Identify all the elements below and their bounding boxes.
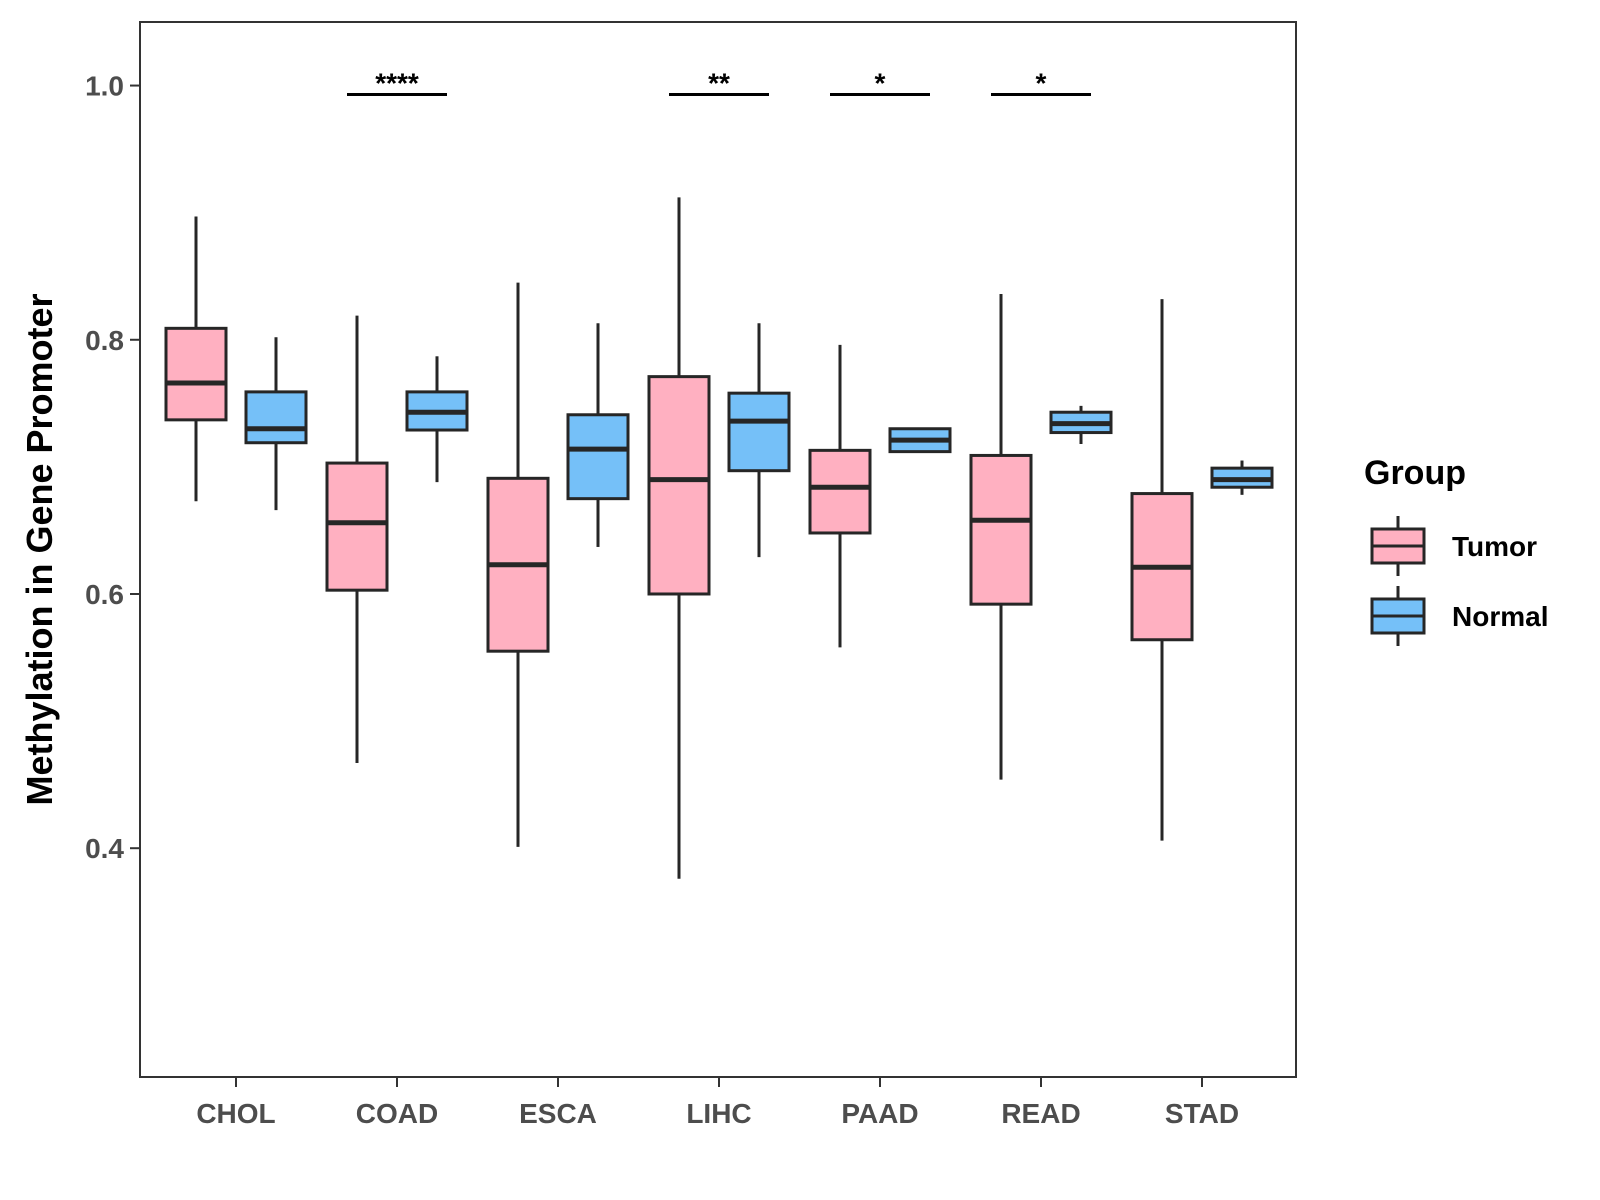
plot-area: **** ** * * xyxy=(164,67,1274,879)
legend-item-tumor: Tumor xyxy=(1370,516,1537,576)
legend-label-normal: Normal xyxy=(1452,601,1548,632)
x-tick-label-read: READ xyxy=(1001,1098,1080,1129)
box-iqr xyxy=(325,461,389,592)
significance-label: **** xyxy=(375,67,419,98)
significance-coad: **** xyxy=(347,67,447,98)
y-tick-label: 0.6 xyxy=(85,579,124,610)
box-tumor-stad xyxy=(1130,299,1194,841)
box-tumor-coad xyxy=(325,315,389,764)
axes: 0.4 0.6 0.8 1.0 CHOL COAD ESCA LIHC PAAD READ STAD xyxy=(85,71,1239,1129)
box-normal-lihc xyxy=(727,323,791,558)
box-tumor-lihc xyxy=(647,197,711,879)
significance-lihc: ** xyxy=(669,67,769,98)
significance-read: * xyxy=(991,67,1091,98)
y-axis-title: Methylation in Gene Promoter xyxy=(19,293,60,805)
box-iqr xyxy=(244,390,308,445)
x-tick-label-esca: ESCA xyxy=(519,1098,597,1129)
y-tick-label: 0.4 xyxy=(85,833,124,864)
significance-label: ** xyxy=(708,67,730,98)
box-normal-chol xyxy=(244,337,308,511)
x-tick-label-paad: PAAD xyxy=(841,1098,918,1129)
box-iqr xyxy=(727,391,791,473)
box-iqr xyxy=(647,375,711,596)
y-tick-label: 0.8 xyxy=(85,325,124,356)
box-iqr xyxy=(164,326,228,422)
legend: Group Tumor Normal xyxy=(1364,454,1548,646)
box-normal-coad xyxy=(405,356,469,483)
legend-item-normal: Normal xyxy=(1370,586,1548,646)
box-normal-paad xyxy=(888,427,952,454)
box-iqr xyxy=(969,453,1033,606)
significance-label: * xyxy=(1036,67,1047,98)
legend-label-tumor: Tumor xyxy=(1452,531,1537,562)
box-normal-esca xyxy=(566,323,630,547)
significance-label: * xyxy=(875,67,886,98)
box-normal-read xyxy=(1049,405,1113,444)
x-tick-label-coad: COAD xyxy=(356,1098,438,1129)
box-tumor-read xyxy=(969,294,1033,780)
x-tick-label-chol: CHOL xyxy=(196,1098,275,1129)
legend-title: Group xyxy=(1364,454,1466,492)
y-tick-label: 1.0 xyxy=(85,71,124,102)
box-tumor-esca xyxy=(486,282,550,847)
box-iqr xyxy=(808,448,872,535)
x-tick-label-lihc: LIHC xyxy=(686,1098,751,1129)
box-iqr xyxy=(566,413,630,501)
significance-paad: * xyxy=(830,67,930,98)
x-tick-label-stad: STAD xyxy=(1165,1098,1239,1129)
box-tumor-chol xyxy=(164,216,228,502)
box-tumor-paad xyxy=(808,344,872,648)
box-normal-stad xyxy=(1210,460,1274,495)
